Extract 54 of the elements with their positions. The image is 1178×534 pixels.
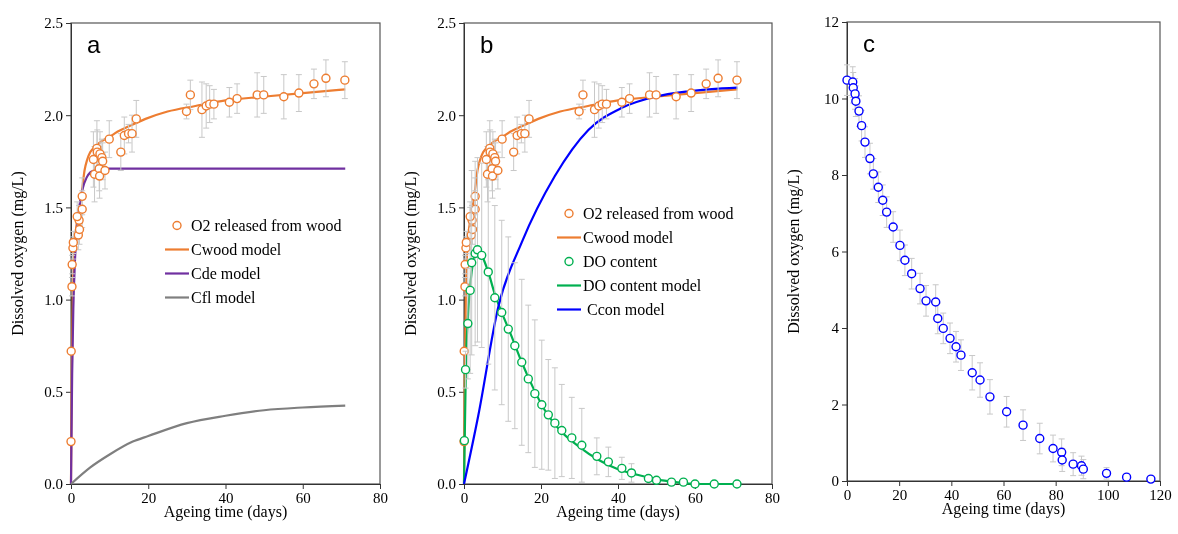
y-tick-label: 1.5 <box>44 199 63 216</box>
x-tick-label: 80 <box>373 489 388 506</box>
y-tick-label: 8 <box>831 167 839 184</box>
legend-label: DO content model <box>583 276 702 294</box>
y-tick-label: 1.0 <box>437 291 456 308</box>
legend-label: O2 released from wood <box>191 216 342 234</box>
y-tick-label: 2 <box>831 396 839 413</box>
legend-label: O2 released from wood <box>583 204 734 222</box>
x-axis-title: Ageing time (days) <box>941 500 1066 518</box>
x-tick-label: 20 <box>892 486 908 503</box>
y-tick-label: 0.5 <box>437 384 456 401</box>
legend-label: Ccon model <box>583 300 666 318</box>
y-tick-label: 1.0 <box>44 291 63 308</box>
legend-label: Cwood model <box>191 240 282 258</box>
y-tick-label: 0 <box>831 473 839 490</box>
y-tick-label: 1.5 <box>437 199 456 216</box>
y-tick-label: 2.5 <box>44 15 63 32</box>
chart-title: b <box>480 31 494 58</box>
x-tick-label: 20 <box>534 489 549 506</box>
x-tick-label: 60 <box>996 486 1012 503</box>
x-tick-label: 40 <box>944 486 960 503</box>
x-tick-label: 0 <box>67 489 76 506</box>
x-tick-label: 120 <box>1149 486 1172 503</box>
legend-label: Cde model <box>191 264 262 282</box>
y-tick-label: 2.0 <box>437 107 456 124</box>
chart-title: c <box>863 30 875 57</box>
y-tick-label: 0.0 <box>437 476 456 493</box>
x-tick-label: 40 <box>611 489 626 506</box>
x-tick-label: 40 <box>218 489 234 506</box>
x-tick-label: 60 <box>688 489 703 506</box>
y-tick-label: 2.0 <box>44 107 63 124</box>
x-tick-label: 100 <box>1097 486 1120 503</box>
x-tick-label: 20 <box>141 489 157 506</box>
y-tick-label: 6 <box>831 243 840 260</box>
chart-title: a <box>87 31 101 58</box>
y-tick-label: 0.5 <box>44 384 63 401</box>
y-tick-label: 2.5 <box>437 15 456 32</box>
y-tick-label: 4 <box>831 320 840 337</box>
x-tick-label: 80 <box>765 489 780 506</box>
y-tick-label: 0.0 <box>44 476 63 493</box>
x-tick-label: 0 <box>460 489 469 506</box>
y-tick-label: 10 <box>824 90 839 107</box>
x-axis-title: Ageing time (days) <box>556 503 680 521</box>
y-axis-title: Dissolved oxygen (mg/L) <box>785 169 803 334</box>
x-tick-label: 0 <box>843 486 852 503</box>
y-tick-label: 12 <box>824 14 839 31</box>
x-axis-title: Ageing time (days) <box>163 503 288 521</box>
legend-label: Cfl model <box>191 288 256 306</box>
y-axis-title: Dissolved oxygen (mg/L) <box>402 171 420 336</box>
x-tick-label: 60 <box>295 489 311 506</box>
x-tick-label: 80 <box>1048 486 1064 503</box>
legend-label: DO content <box>583 252 658 270</box>
y-axis-title: Dissolved oxygen (mg/L) <box>9 171 27 336</box>
legend-label: Cwood model <box>583 228 674 246</box>
